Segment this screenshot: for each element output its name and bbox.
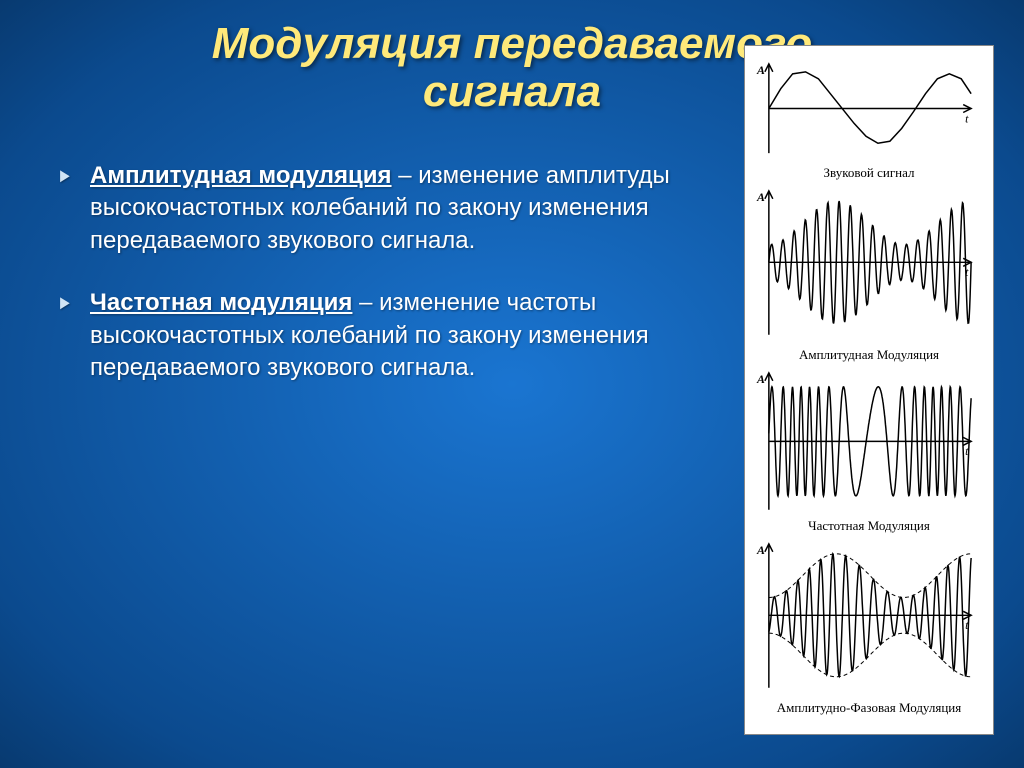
title-line-2: сигнала — [423, 67, 601, 116]
slide: Модуляция передаваемого сигнала Амплитуд… — [0, 0, 1024, 768]
svg-text:A: A — [756, 190, 765, 204]
chart-am-svg: At — [751, 181, 987, 345]
bullet-frequency-term: Частотная модуляция — [90, 289, 352, 316]
chart-fm-caption: Частотная Модуляция — [751, 518, 987, 534]
svg-text:A: A — [756, 543, 765, 557]
chart-fm: At Частотная Модуляция — [751, 363, 987, 535]
chart-fm-svg: At — [751, 363, 987, 517]
bullet-frequency: Частотная модуляция – изменение частоты … — [50, 287, 690, 384]
chart-apm: At Амплитудно-Фазовая Модуляция — [751, 534, 987, 716]
svg-text:A: A — [756, 63, 765, 77]
bullet-amplitude: Амплитудная модуляция – изменение амплит… — [50, 160, 690, 257]
chart-am: At Амплитудная Модуляция — [751, 181, 987, 363]
figure-panel: At Звуковой сигнал At Амплитудная Модуля… — [744, 45, 994, 735]
chart-am-caption: Амплитудная Модуляция — [751, 347, 987, 363]
chart-sound: At Звуковой сигнал — [751, 54, 987, 181]
chart-apm-svg: At — [751, 534, 987, 698]
chart-sound-svg: At — [751, 54, 987, 163]
svg-text:t: t — [965, 111, 969, 125]
chart-apm-caption: Амплитудно-Фазовая Модуляция — [751, 700, 987, 716]
bullet-amplitude-term: Амплитудная модуляция — [90, 162, 392, 189]
svg-text:A: A — [756, 372, 765, 386]
chart-sound-caption: Звуковой сигнал — [751, 165, 987, 181]
content-area: Амплитудная модуляция – изменение амплит… — [50, 160, 690, 414]
title-line-1: Модуляция передаваемого — [212, 19, 812, 68]
